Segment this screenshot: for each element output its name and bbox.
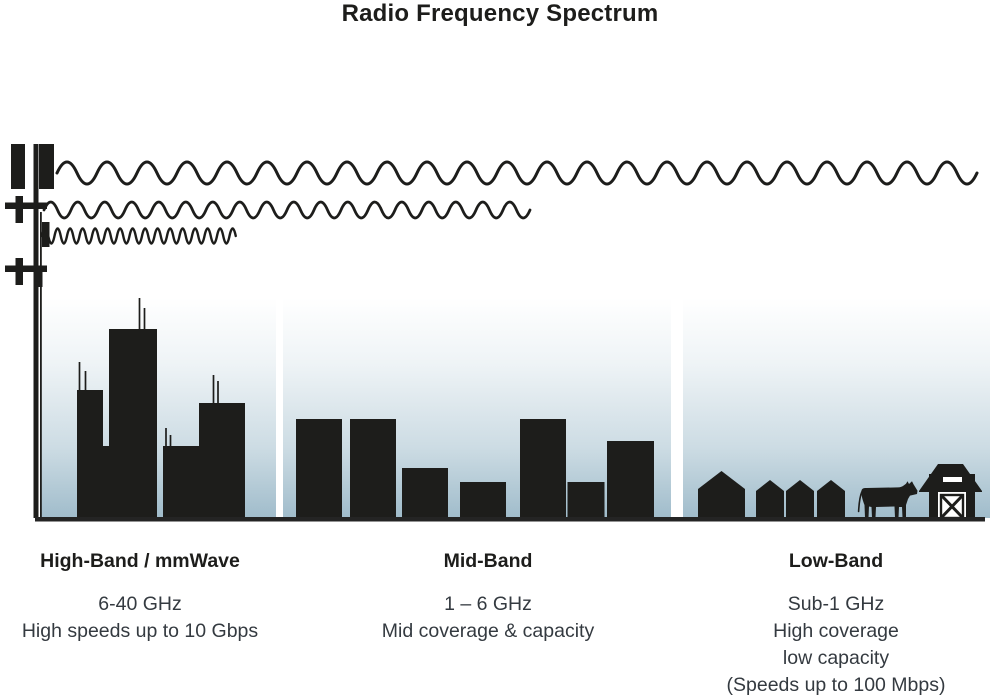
skyscraper <box>199 403 245 518</box>
mid-band-wave <box>42 200 532 220</box>
band-description: High coverage <box>773 620 899 642</box>
tower-crossbar-upper <box>5 202 47 209</box>
low-band-wave <box>55 160 979 186</box>
antenna-panel-mid-right <box>42 222 50 247</box>
page-title: Radio Frequency Spectrum <box>341 0 659 27</box>
tower-guy-line <box>40 212 42 518</box>
house-icon <box>786 480 814 518</box>
tower-stub <box>37 272 43 287</box>
mid-rise-building <box>607 441 654 518</box>
tower-crossbar-lower <box>5 265 47 272</box>
mid-rise-building <box>460 482 506 518</box>
ground-line <box>35 517 985 522</box>
mid-rise-building <box>567 482 605 518</box>
band-label-mid: Mid-Band 1 – 6 GHz Mid coverage & capaci… <box>363 548 613 645</box>
house-icon <box>698 471 745 518</box>
suburb-buildings <box>296 419 654 518</box>
mid-rise-building <box>520 419 566 518</box>
band-frequency: 6-40 GHz <box>98 593 182 615</box>
barn-window-slit <box>943 477 962 482</box>
band-heading: High-Band / mmWave <box>40 550 240 572</box>
antenna-panel-low-left <box>15 258 23 285</box>
cow-icon <box>857 481 918 518</box>
skyscraper <box>163 446 199 518</box>
radio-waves <box>40 160 979 245</box>
barn-icon <box>919 464 982 520</box>
high-band-wave <box>40 227 237 245</box>
band-frequency: 1 – 6 GHz <box>444 593 532 615</box>
mid-rise-building <box>296 419 342 518</box>
antenna-panel-left <box>11 144 25 189</box>
tower-pole <box>33 144 39 518</box>
barn-crossbuck-door <box>938 492 966 520</box>
skyscraper <box>77 390 103 518</box>
band-description: (Speeds up to 100 Mbps) <box>726 674 946 696</box>
cow-tail <box>857 491 863 513</box>
house-icon <box>817 480 845 518</box>
mid-rise-building <box>402 468 448 518</box>
band-label-low: Low-Band Sub-1 GHz High coverage low cap… <box>711 548 961 699</box>
house-icon <box>756 480 784 518</box>
mid-rise-building <box>350 419 396 518</box>
band-frequency: Sub-1 GHz <box>787 593 885 615</box>
skyscraper-base <box>103 446 109 518</box>
city-buildings <box>77 298 245 518</box>
cell-tower-icon <box>5 144 54 518</box>
rural-scene <box>698 464 982 520</box>
band-label-high: High-Band / mmWave 6-40 GHz High speeds … <box>15 548 265 645</box>
antenna-panel-right <box>39 144 54 189</box>
skyscraper <box>109 329 157 518</box>
antenna-panel-mid-left <box>15 196 23 223</box>
band-description: low capacity <box>782 647 890 669</box>
band-heading: Low-Band <box>788 550 884 572</box>
band-heading: Mid-Band <box>443 550 533 572</box>
band-description: High speeds up to 10 Gbps <box>21 620 259 642</box>
mid-band-sky <box>283 298 671 518</box>
band-description: Mid coverage & capacity <box>381 620 595 642</box>
rooftop-antennas <box>78 298 219 447</box>
